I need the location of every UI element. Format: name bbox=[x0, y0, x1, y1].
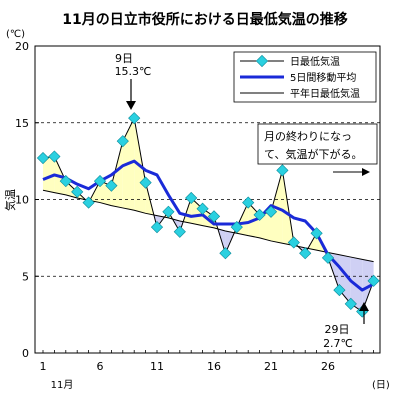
data-point-daily-min bbox=[82, 196, 95, 209]
trend-note-line2: て、気温が下がる。 bbox=[264, 147, 362, 161]
y-tick-label: 5 bbox=[22, 270, 29, 283]
data-point-daily-min bbox=[48, 150, 61, 163]
data-point-daily-min bbox=[310, 227, 323, 240]
max-arrow-head bbox=[126, 101, 136, 110]
y-tick-label: 10 bbox=[15, 194, 29, 207]
data-point-daily-min bbox=[321, 251, 335, 264]
data-point-daily-min bbox=[287, 236, 300, 249]
chart-title: 11月の日立市役所における日最低気温の推移 bbox=[62, 11, 347, 28]
x-tick-label: 1 bbox=[40, 360, 47, 373]
y-axis-label: 気温 bbox=[3, 189, 17, 211]
data-point-daily-min bbox=[150, 221, 164, 234]
legend-label-normal: 平年日最低気温 bbox=[290, 87, 360, 100]
data-point-daily-min bbox=[116, 135, 129, 148]
x-axis-unit: (日) bbox=[372, 380, 390, 391]
data-point-daily-min bbox=[71, 185, 84, 198]
data-point-daily-min bbox=[230, 221, 243, 234]
data-point-daily-min bbox=[173, 225, 186, 238]
data-point-daily-min bbox=[207, 210, 221, 223]
legend-label-moving-avg: 5日間移動平均 bbox=[290, 71, 356, 84]
max-day-label: 9日 bbox=[115, 52, 133, 65]
x-tick-label: 26 bbox=[321, 360, 335, 373]
data-point-daily-min bbox=[162, 205, 175, 218]
trend-note: 月の終わりになっ て、気温が下がる。 bbox=[257, 123, 378, 176]
legend-marker-daily bbox=[255, 54, 269, 68]
y-tick-label: 0 bbox=[22, 347, 29, 360]
x-tick-label: 6 bbox=[97, 360, 104, 373]
legend: 日最低気温 5日間移動平均 平年日最低気温 bbox=[233, 51, 377, 103]
shade-above-normal bbox=[191, 197, 203, 226]
data-point-daily-min bbox=[219, 247, 232, 260]
data-point-daily-min bbox=[253, 208, 266, 221]
min-temp-label: 2.7℃ bbox=[323, 337, 353, 350]
data-point-daily-min bbox=[367, 274, 380, 287]
x-month-label: 11月 bbox=[51, 379, 74, 391]
data-point-daily-min bbox=[59, 174, 72, 188]
trend-note-box bbox=[257, 123, 378, 165]
y-tick-label: 20 bbox=[15, 40, 29, 53]
legend-label-daily: 日最低気温 bbox=[290, 55, 340, 68]
x-tick-label: 21 bbox=[264, 360, 278, 373]
shade-above-normal bbox=[111, 141, 123, 208]
shade-above-normal bbox=[43, 156, 55, 193]
x-tick-label: 11 bbox=[150, 360, 164, 373]
series-normal-line bbox=[42, 189, 374, 263]
data-point-daily-min bbox=[185, 191, 198, 205]
min-annotation: 29日 2.7℃ bbox=[323, 302, 369, 350]
data-point-daily-min bbox=[333, 283, 346, 297]
min-day-label: 29日 bbox=[325, 323, 350, 336]
data-point-daily-min bbox=[344, 297, 357, 310]
min-arrow-head bbox=[359, 302, 369, 311]
y-axis-unit: (℃) bbox=[6, 29, 25, 40]
shade-above-normal bbox=[259, 211, 271, 241]
data-point-daily-min bbox=[36, 151, 50, 165]
trend-note-line1: 月の終わりになっ bbox=[264, 129, 352, 143]
y-tick-label: 15 bbox=[15, 117, 29, 130]
trend-arrow-head bbox=[362, 168, 370, 176]
data-point-daily-min bbox=[196, 202, 209, 215]
data-point-daily-min bbox=[242, 196, 255, 209]
data-point-daily-min bbox=[139, 176, 152, 189]
data-points bbox=[36, 112, 380, 318]
data-point-daily-min bbox=[299, 247, 312, 260]
data-point-daily-min bbox=[276, 164, 289, 177]
max-annotation: 9日 15.3℃ bbox=[115, 52, 152, 110]
data-point-daily-min bbox=[105, 179, 118, 192]
x-tick-label: 16 bbox=[207, 360, 221, 373]
data-point-daily-min bbox=[128, 112, 141, 125]
max-temp-label: 15.3℃ bbox=[115, 65, 152, 78]
data-point-daily-min bbox=[93, 174, 107, 188]
data-point-daily-min bbox=[264, 205, 278, 218]
